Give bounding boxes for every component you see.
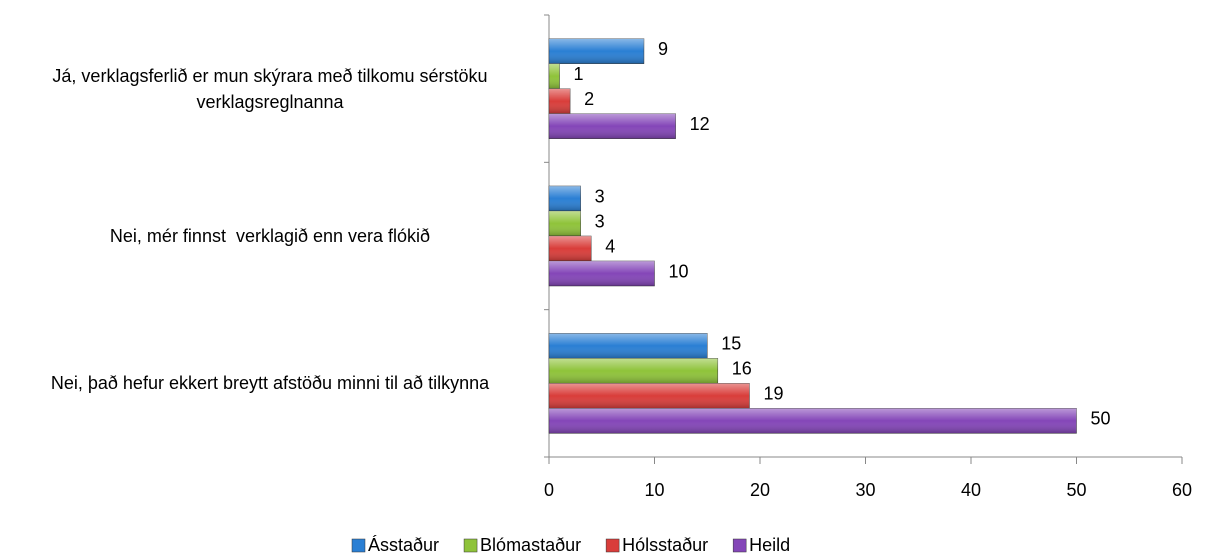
legend-label: Ásstaður bbox=[368, 535, 439, 555]
category-label: Nei, það hefur ekkert breytt afstöðu min… bbox=[50, 373, 490, 394]
legend-label: Hólsstaður bbox=[622, 535, 708, 555]
category-label: Nei, mér finnst verklagið enn vera flóki… bbox=[109, 226, 431, 246]
value-label: 4 bbox=[605, 236, 615, 256]
value-label: 2 bbox=[584, 89, 594, 109]
bar-shine bbox=[549, 408, 1077, 434]
x-tick-label: 40 bbox=[961, 480, 981, 500]
bar-shine bbox=[549, 88, 571, 114]
value-label: 16 bbox=[732, 359, 752, 379]
bar-shine bbox=[549, 63, 560, 89]
value-label: 3 bbox=[595, 186, 605, 206]
value-label: 10 bbox=[669, 261, 689, 281]
bar-shine bbox=[549, 113, 676, 139]
legend-swatch bbox=[605, 538, 620, 553]
value-label: 15 bbox=[721, 334, 741, 354]
legend-swatch bbox=[732, 538, 747, 553]
category-label: Já, verklagsferlið er mun skýrara með ti… bbox=[52, 65, 493, 112]
bar-shine bbox=[549, 186, 581, 211]
value-label: 19 bbox=[763, 384, 783, 404]
bar-shine bbox=[549, 333, 708, 359]
legend-label: Heild bbox=[749, 535, 790, 555]
x-tick-label: 0 bbox=[544, 480, 554, 500]
value-label: 3 bbox=[595, 211, 605, 231]
value-label: 12 bbox=[690, 114, 710, 134]
bar-shine bbox=[549, 211, 581, 236]
x-tick-label: 20 bbox=[750, 480, 770, 500]
bar-shine bbox=[549, 236, 592, 261]
x-tick-label: 60 bbox=[1172, 480, 1192, 500]
bar-shine bbox=[549, 383, 750, 409]
legend-label: Blómastaður bbox=[480, 535, 581, 555]
value-label: 1 bbox=[574, 64, 584, 84]
legend-swatch bbox=[463, 538, 478, 553]
bar-shine bbox=[549, 358, 718, 384]
value-label: 50 bbox=[1091, 409, 1111, 429]
x-tick-label: 50 bbox=[1066, 480, 1086, 500]
x-tick-label: 10 bbox=[644, 480, 664, 500]
legend-swatch bbox=[351, 538, 366, 553]
bar-shine bbox=[549, 38, 644, 64]
bar-shine bbox=[549, 261, 655, 286]
x-tick-label: 30 bbox=[855, 480, 875, 500]
value-label: 9 bbox=[658, 39, 668, 59]
